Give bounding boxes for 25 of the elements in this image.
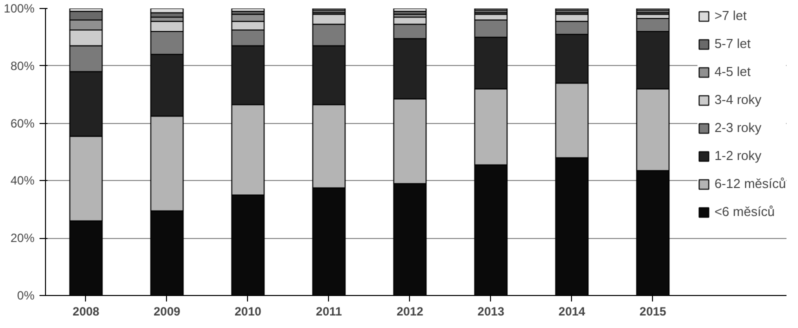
y-tick-label: 60% <box>10 116 35 130</box>
x-tick-label: 2011 <box>316 304 342 318</box>
legend-label: 5-7 let <box>714 36 751 51</box>
legend-label: <6 měsíců <box>714 204 775 219</box>
x-tick-label: 2013 <box>478 304 505 318</box>
y-tick-label: 0% <box>17 288 35 302</box>
y-tick-label: 80% <box>10 58 35 73</box>
legend-label: 4-5 let <box>714 64 751 79</box>
bar <box>393 8 427 12</box>
x-tick-label: 2009 <box>154 304 181 318</box>
legend-label: >7 let <box>714 8 747 23</box>
y-tick-label: 40% <box>10 174 35 188</box>
legend-label: 1-2 roky <box>714 148 762 163</box>
y-tick-label: 20% <box>10 231 35 246</box>
bar <box>150 8 184 14</box>
x-tick-label: 2010 <box>234 304 262 318</box>
legend-label: 2-3 roky <box>714 120 762 135</box>
x-tick-label: 2014 <box>558 304 586 318</box>
x-tick-label: 2015 <box>640 304 667 318</box>
legend-label: 3-4 roky <box>714 92 762 107</box>
x-tick-label: 2012 <box>396 304 424 318</box>
y-tick-label: 100% <box>4 2 35 16</box>
x-tick-label: 2008 <box>72 304 100 318</box>
bar <box>231 8 265 12</box>
legend-label: 6-12 měsíců <box>714 176 786 191</box>
